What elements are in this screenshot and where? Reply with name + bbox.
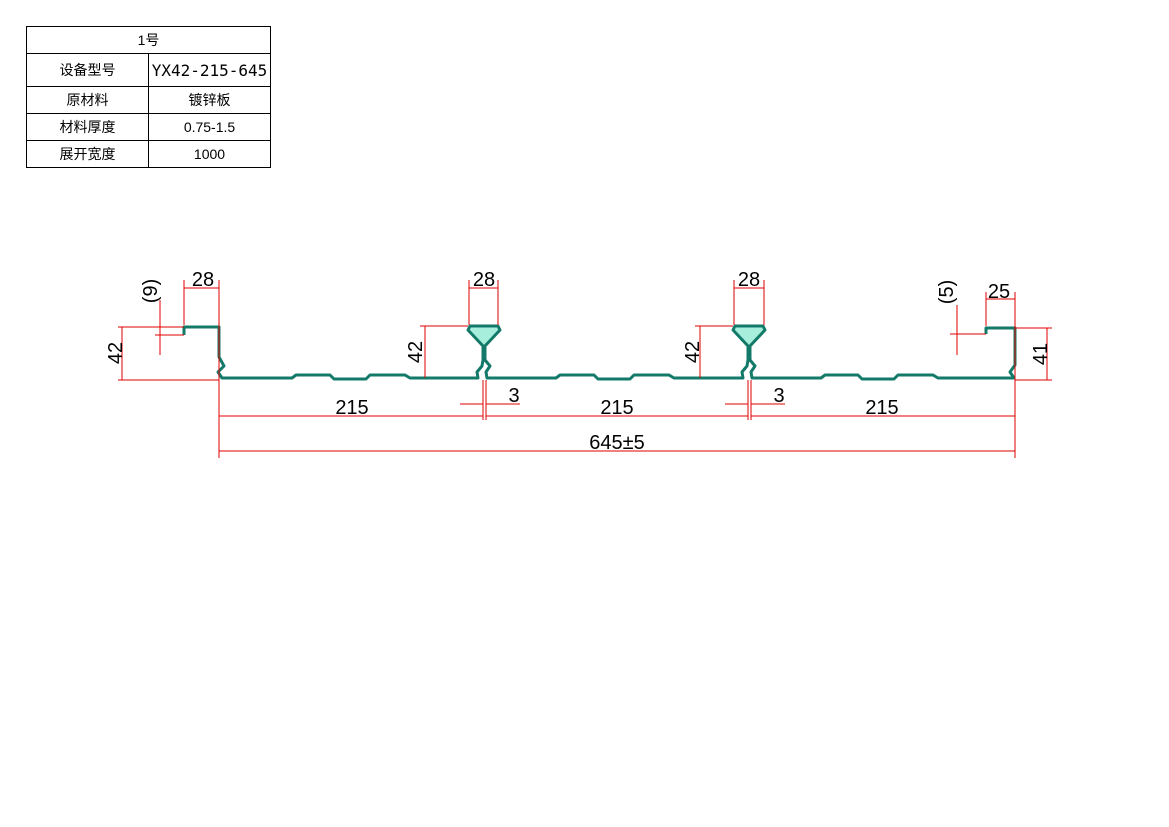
dim-rib2-top: 28	[738, 269, 760, 291]
row-value: 镀锌板	[148, 86, 271, 114]
spec-table: 1号 设备型号 YX42-215-645 原材料 镀锌板 材料厚度 0.75-1.5 …	[26, 26, 271, 168]
dim-left-top-width: 28	[192, 269, 214, 291]
row-value: 1000	[148, 140, 271, 168]
dimension-lines	[118, 280, 1052, 458]
table-row: 材料厚度 0.75-1.5	[26, 113, 271, 141]
table-row: 展开宽度 1000	[26, 140, 271, 168]
dim-span3: 215	[865, 397, 898, 419]
dim-total-width: 645±5	[589, 432, 644, 454]
dim-rib2-height: 42	[682, 341, 704, 363]
dim-rib1-top: 28	[473, 269, 495, 291]
rib2-fill	[733, 326, 765, 346]
row-label: 原材料	[26, 86, 149, 114]
table-row: 原材料 镀锌板	[26, 86, 271, 114]
dim-right-height: 41	[1030, 343, 1052, 365]
dim-left-lip: (9)	[140, 279, 162, 303]
table-title: 1号	[26, 26, 271, 54]
dim-right-top-width: 25	[988, 281, 1010, 303]
dim-right-lip: (5)	[936, 280, 958, 304]
dim-span1: 215	[335, 397, 368, 419]
dim-left-height: 42	[105, 342, 127, 364]
table-row: 设备型号 YX42-215-645	[26, 53, 271, 87]
row-label: 设备型号	[26, 53, 149, 87]
dim-rib2-gap: 3	[773, 385, 784, 407]
dim-rib1-height: 42	[405, 341, 427, 363]
sheet-profile	[182, 324, 1017, 381]
row-label: 展开宽度	[26, 140, 149, 168]
rib1-fill	[468, 326, 500, 346]
dim-span2: 215	[600, 397, 633, 419]
dim-rib1-gap: 3	[508, 385, 519, 407]
row-value: 0.75-1.5	[148, 113, 271, 141]
